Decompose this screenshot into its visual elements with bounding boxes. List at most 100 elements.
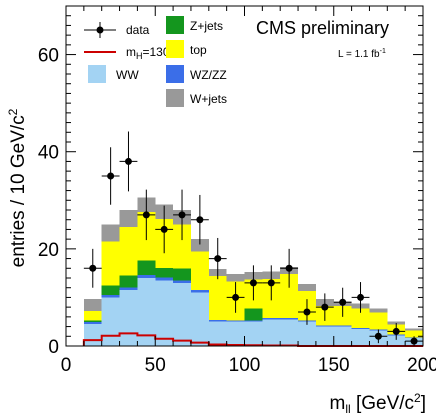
bar-ww-6 (190, 292, 209, 346)
x-tick-label-0: 0 (61, 355, 72, 376)
bar-z-jets-5 (173, 268, 191, 281)
data-point-13 (321, 303, 329, 311)
legend-signal-label-sub: H (136, 51, 143, 61)
bar-w-jets-18 (405, 328, 423, 331)
bar-top-1 (101, 241, 120, 286)
bar-top-5 (173, 224, 191, 269)
bar-ww-3 (137, 278, 156, 346)
bar-ww-4 (155, 280, 174, 346)
x-axis-title-sub: ll (345, 402, 350, 416)
data-point-16 (374, 332, 382, 340)
legend-data-marker (96, 26, 104, 34)
x-axis-title-unit: [GeV/c (351, 393, 414, 414)
bar-top-18 (405, 330, 423, 338)
bar-z-jets-4 (155, 267, 174, 278)
bar-top-7 (208, 276, 227, 320)
x-axis-title: mll [GeV/c2] (330, 391, 427, 416)
bar-wz-zz-1 (101, 295, 120, 298)
data-layer (83, 131, 423, 346)
bar-ww-17 (387, 335, 406, 346)
bar-ww-7 (208, 321, 227, 346)
bar-top-16 (369, 312, 388, 330)
x-axis-title-main: m (330, 393, 346, 414)
bar-wz-zz-9 (244, 320, 263, 322)
bar-wz-zz-7 (208, 319, 227, 322)
bar-w-jets-8 (226, 274, 245, 282)
bar-w-jets-16 (369, 308, 388, 313)
bar-top-15 (351, 308, 370, 329)
data-point-5 (178, 211, 186, 219)
y-tick-label-3: 60 (38, 46, 59, 67)
bar-w-jets-0 (83, 298, 102, 312)
bar-wz-zz-8 (226, 320, 245, 322)
bar-wz-zz-5 (173, 280, 191, 283)
bar-ww-10 (262, 319, 281, 346)
legend-zjets-swatch (166, 16, 184, 34)
data-point-18 (410, 337, 418, 345)
bar-top-0 (83, 311, 102, 321)
y-axis-title-main: entries / 10 GeV/c (8, 115, 29, 267)
y-axis-title: entries / 10 GeV/c2 (6, 108, 29, 267)
bar-z-jets-3 (137, 260, 156, 276)
bar-wz-zz-2 (119, 287, 138, 291)
data-point-1 (107, 172, 115, 180)
bar-z-jets-1 (101, 285, 120, 295)
bar-z-jets-9 (244, 308, 263, 321)
data-point-6 (196, 216, 204, 224)
bar-w-jets-12 (298, 283, 316, 292)
data-point-9 (249, 279, 257, 287)
bar-z-jets-2 (119, 275, 138, 288)
bar-wz-zz-0 (83, 322, 102, 325)
bar-wz-zz-14 (333, 325, 352, 327)
legend-wzzz-label: WZ/ZZ (190, 68, 227, 82)
data-point-10 (267, 279, 275, 287)
legend-wjets-swatch (166, 89, 184, 107)
bar-top-11 (280, 274, 299, 318)
x-tick-label-4: 200 (407, 355, 436, 376)
bar-wz-zz-13 (315, 325, 334, 327)
data-point-3 (142, 211, 150, 219)
bar-w-jets-6 (190, 239, 209, 252)
bar-wz-zz-4 (155, 277, 174, 281)
bar-ww-2 (119, 290, 138, 346)
y-axis-title-sup: 2 (6, 108, 20, 115)
data-point-7 (214, 255, 222, 263)
bar-ww-14 (333, 326, 352, 346)
bar-w-jets-1 (101, 224, 120, 242)
y-tick-label-0: 0 (48, 337, 59, 358)
data-point-2 (124, 157, 132, 165)
axes-layer: 0 50 100 150 200 0 20 40 60 (38, 5, 436, 376)
x-axis-title-unit-sup: 2 (414, 391, 421, 405)
data-point-4 (160, 225, 168, 233)
bar-wz-zz-11 (280, 317, 299, 320)
bar-ww-13 (315, 326, 334, 346)
data-point-14 (339, 298, 347, 306)
bar-ww-11 (280, 319, 299, 346)
legend-signal-label: mH=130 (126, 45, 170, 61)
legend-top-swatch (166, 40, 184, 58)
legend-signal-label-rest: =130 (143, 45, 170, 59)
bar-wz-zz-6 (190, 290, 209, 293)
bar-wz-zz-3 (137, 275, 156, 278)
legend-ww-label: WW (116, 68, 139, 82)
y-tick-label-2: 40 (38, 143, 59, 164)
legend: data mH=130 WW Z+jets top WZ/ZZ W+jets (84, 16, 227, 107)
legend-wjets-label: W+jets (190, 92, 227, 106)
luminosity-label-sup: -1 (380, 48, 386, 55)
bar-w-jets-2 (119, 210, 138, 227)
experiment-label: CMS preliminary (256, 18, 389, 38)
y-tick-label-1: 20 (38, 240, 59, 261)
bar-ww-5 (173, 282, 191, 346)
x-tick-label-1: 50 (145, 355, 166, 376)
luminosity-label-main: L = 1.1 fb (338, 49, 380, 60)
luminosity-label: L = 1.1 fb-1 (338, 48, 386, 60)
bar-ww-1 (101, 297, 120, 346)
data-point-8 (232, 293, 240, 301)
data-point-11 (285, 264, 293, 272)
data-point-0 (89, 264, 97, 272)
bar-wz-zz-10 (262, 317, 281, 320)
bar-ww-0 (83, 324, 102, 346)
legend-wzzz-swatch (166, 65, 184, 83)
bar-ww-15 (351, 329, 370, 346)
